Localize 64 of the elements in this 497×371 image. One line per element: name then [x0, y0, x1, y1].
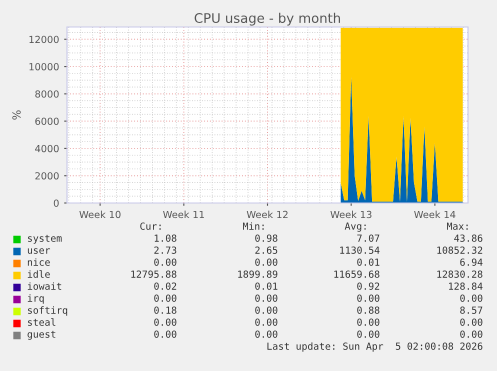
- legend-label: nice: [28, 258, 50, 266]
- text: 0.00: [357, 330, 380, 338]
- text: 0.00: [255, 258, 278, 266]
- y-axis-title: %: [12, 110, 21, 120]
- text: 0.01: [255, 282, 278, 290]
- chart-title: CPU usage - by month: [194, 12, 340, 26]
- text: 0.01: [357, 258, 380, 266]
- legend-label: softirq: [28, 306, 68, 316]
- text: 0.98: [255, 234, 278, 242]
- text: Cur:: [140, 222, 161, 230]
- legend-label: iowait: [28, 282, 62, 290]
- x-tick-label: Week 14: [414, 210, 456, 218]
- text: 0.88: [357, 306, 380, 314]
- text: 0.00: [154, 318, 176, 326]
- text: 0.00: [460, 294, 482, 302]
- y-tick-label: 10000: [30, 63, 59, 70]
- text: 2.65: [255, 246, 278, 254]
- text: 0.00: [460, 318, 482, 326]
- text: 10852.32: [437, 246, 482, 254]
- text: 1899.89: [238, 270, 278, 278]
- legend-label: system: [28, 234, 62, 244]
- x-tick-label: Week 12: [246, 210, 288, 218]
- text: 6.94: [460, 258, 483, 266]
- x-tick-label: Week 13: [330, 210, 372, 218]
- text: 0.18: [154, 306, 176, 314]
- text: 0.00: [255, 294, 278, 302]
- text: 128.84: [449, 282, 483, 290]
- y-tick-label: 0: [54, 199, 59, 207]
- text: 0.00: [255, 318, 278, 326]
- text: 0.00: [154, 294, 176, 302]
- text: 12795.88: [131, 270, 176, 278]
- text: Max:: [446, 222, 468, 230]
- text: 12830.28: [437, 270, 482, 278]
- text: 0.00: [255, 330, 278, 338]
- text: 0.00: [357, 318, 380, 326]
- y-tick-label: 8000: [35, 90, 59, 98]
- y-tick-label: 2000: [35, 172, 59, 180]
- text: 11659.68: [334, 270, 380, 278]
- text: 0.00: [357, 294, 380, 302]
- text: 43.86: [454, 234, 482, 242]
- text: 8.57: [460, 306, 482, 314]
- legend-label: steal: [28, 318, 56, 326]
- text: 0.00: [154, 330, 176, 338]
- x-tick-label: Week 11: [163, 210, 204, 218]
- text: Min:: [242, 222, 264, 230]
- y-tick-label: 12000: [30, 36, 59, 44]
- legend-label: irq: [28, 294, 44, 304]
- text: 0.00: [460, 330, 482, 338]
- text: 2.73: [154, 246, 176, 254]
- y-tick-label: 4000: [35, 144, 59, 152]
- text: 0.00: [154, 258, 176, 266]
- text: 1.08: [154, 234, 176, 242]
- legend-label: idle: [28, 270, 50, 278]
- text: 1130.54: [340, 246, 380, 254]
- text: 0.92: [357, 282, 380, 290]
- legend-label: guest: [28, 330, 56, 340]
- text: Last update: Sun Apr 5 02:00:08 2026: [267, 342, 482, 352]
- text: 7.07: [357, 234, 380, 242]
- text: 0.00: [255, 306, 278, 314]
- y-tick-label: 6000: [35, 118, 59, 125]
- text: 0.02: [154, 282, 176, 290]
- legend-label: user: [28, 248, 50, 254]
- text: Avg:: [344, 222, 366, 232]
- x-tick-label: Week 10: [79, 210, 121, 218]
